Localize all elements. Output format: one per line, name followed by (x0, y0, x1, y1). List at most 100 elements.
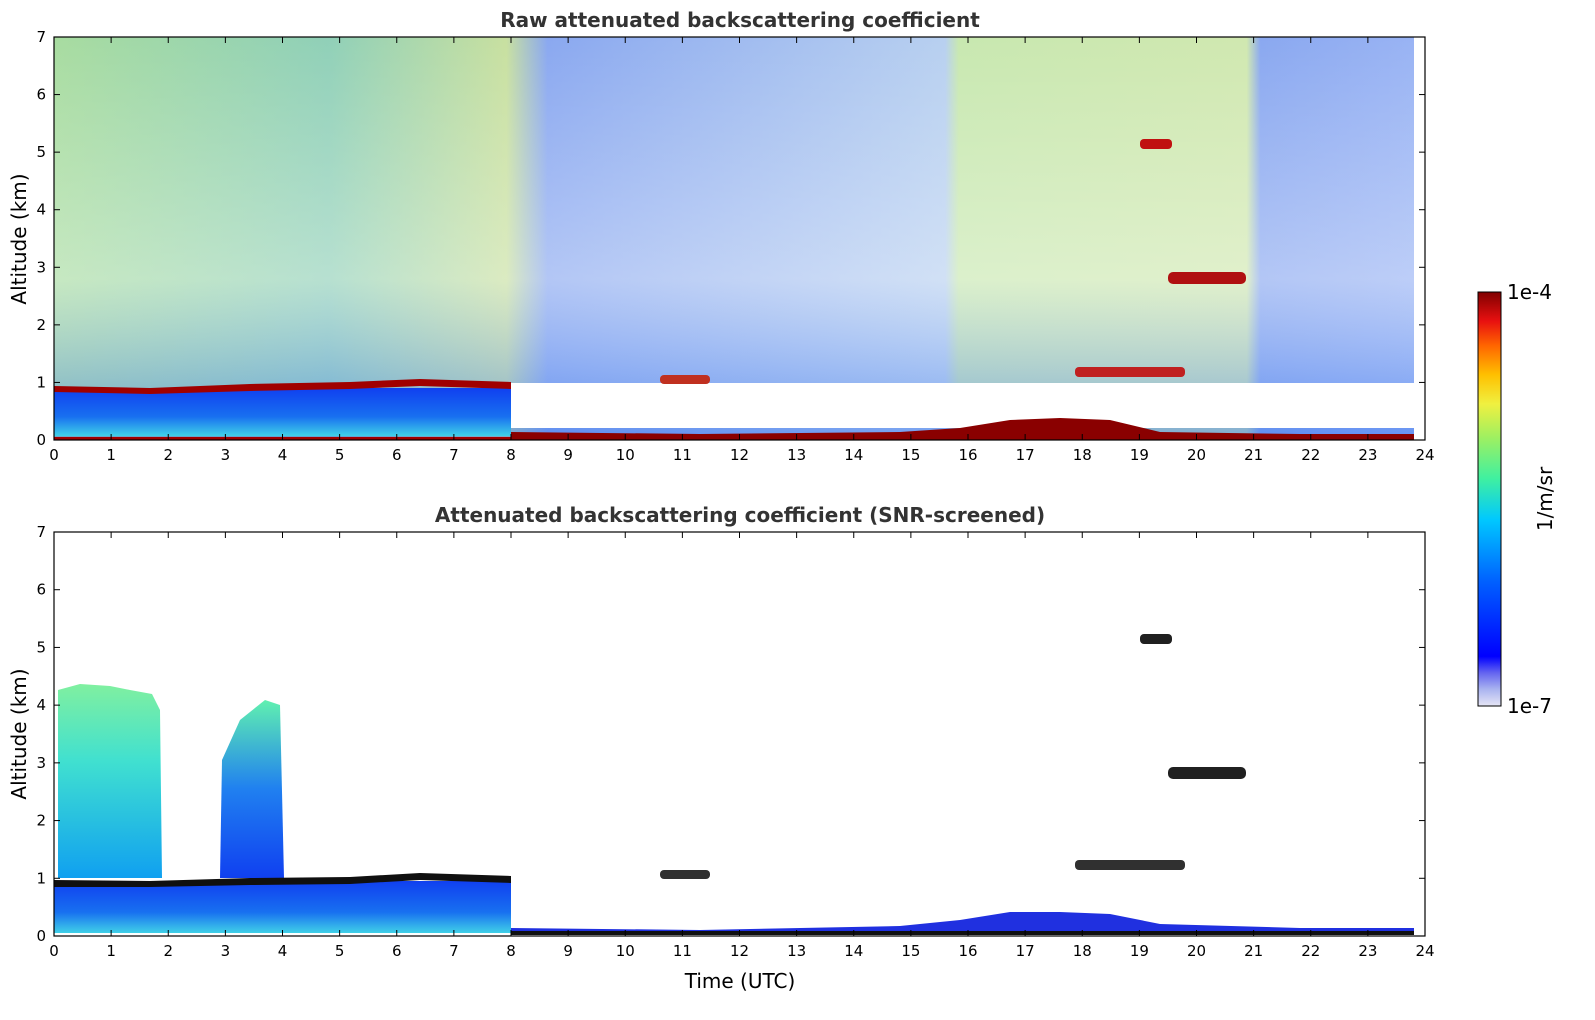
y-tick-label: 2 (36, 812, 46, 830)
x-tick-label: 9 (563, 942, 573, 960)
x-tick-label: 23 (1358, 446, 1377, 464)
screened-aerosol-plume-1 (58, 684, 162, 878)
x-tick-label: 22 (1301, 942, 1320, 960)
y-tick-label: 7 (36, 523, 46, 541)
colorbar-min-label: 1e-7 (1507, 694, 1552, 718)
y-tick-label: 3 (36, 258, 46, 276)
raw-y-axis-label: Altitude (km) (7, 173, 31, 304)
x-tick-label: 21 (1244, 942, 1263, 960)
raw-surface-layer (511, 418, 1414, 440)
panel-raw-title: Raw attenuated backscattering coefficien… (500, 8, 980, 32)
y-tick-label: 3 (36, 754, 46, 772)
x-tick-label: 16 (958, 446, 977, 464)
colorbar-gradient (1478, 292, 1501, 706)
x-tick-label: 5 (335, 446, 345, 464)
x-tick-label: 20 (1187, 446, 1206, 464)
x-tick-label: 14 (844, 942, 863, 960)
x-tick-label: 2 (163, 942, 173, 960)
x-tick-label: 13 (787, 942, 806, 960)
y-tick-label: 7 (36, 28, 46, 46)
y-tick-label: 5 (36, 143, 46, 161)
screened-y-axis-label: Altitude (km) (7, 668, 31, 799)
x-tick-label: 9 (563, 446, 573, 464)
x-tick-label: 7 (449, 446, 459, 464)
screened-aerosol-plume-2 (220, 700, 284, 878)
y-tick-label: 1 (36, 869, 46, 887)
x-tick-label: 12 (730, 446, 749, 464)
raw-cloud-1km (1075, 367, 1185, 377)
panel-screened-title: Attenuated backscattering coefficient (S… (435, 503, 1045, 527)
x-tick-label: 12 (730, 942, 749, 960)
screened-y-ticks: 0 1 2 3 4 5 6 7 (36, 523, 1425, 945)
x-tick-label: 15 (901, 446, 920, 464)
raw-no-data (1414, 37, 1425, 440)
y-tick-label: 4 (36, 201, 46, 219)
screened-cloud-11h (660, 870, 710, 879)
x-tick-label: 3 (221, 446, 231, 464)
x-tick-label: 4 (278, 942, 288, 960)
raw-cloud-3km (1168, 272, 1246, 284)
x-tick-label: 11 (673, 942, 692, 960)
raw-boundary-layer-body (54, 388, 511, 436)
raw-cloud-11h (660, 375, 710, 384)
y-tick-label: 4 (36, 696, 46, 714)
screened-x-ticks: 0 1 2 3 4 5 6 7 8 9 10 11 12 13 14 15 16 17 18 19 20 21 22 23 24 (49, 532, 1435, 960)
x-tick-label: 3 (221, 942, 231, 960)
x-tick-label: 8 (506, 942, 516, 960)
colorbar: 1e-4 1e-7 1/m/sr (1477, 280, 1557, 718)
raw-y-ticks: 0 1 2 3 4 5 6 7 (36, 28, 1425, 449)
x-tick-label: 5 (335, 942, 345, 960)
x-tick-label: 20 (1187, 942, 1206, 960)
screened-x-axis-label: Time (UTC) (684, 969, 796, 993)
x-tick-label: 6 (392, 446, 402, 464)
screened-surface-line (511, 931, 1414, 935)
y-tick-label: 6 (36, 86, 46, 104)
x-tick-label: 24 (1415, 446, 1434, 464)
raw-x-ticks: 0 1 2 3 4 5 6 7 8 9 10 11 12 13 14 15 16 17 18 19 20 21 22 23 24 (49, 37, 1435, 464)
colorbar-unit-label: 1/m/sr (1533, 466, 1557, 531)
raw-heatmap (54, 37, 1425, 440)
screened-cloud-5km (1140, 634, 1172, 644)
y-tick-label: 6 (36, 581, 46, 599)
x-tick-label: 6 (392, 942, 402, 960)
x-tick-label: 19 (1130, 942, 1149, 960)
raw-clear-zone (511, 383, 1414, 428)
x-tick-label: 23 (1358, 942, 1377, 960)
y-tick-label: 2 (36, 316, 46, 334)
colorbar-frame (1477, 291, 1502, 707)
x-tick-label: 0 (49, 446, 59, 464)
x-tick-label: 1 (106, 942, 116, 960)
x-tick-label: 18 (1073, 942, 1092, 960)
x-tick-label: 22 (1301, 446, 1320, 464)
screened-cloud-1km (1075, 860, 1185, 870)
screened-surface-layer (511, 912, 1414, 934)
x-tick-label: 24 (1415, 942, 1434, 960)
screened-heatmap (54, 532, 1425, 936)
y-tick-label: 0 (36, 927, 46, 945)
raw-fade (54, 37, 1425, 440)
x-tick-label: 10 (616, 446, 635, 464)
x-tick-label: 21 (1244, 446, 1263, 464)
x-tick-label: 14 (844, 446, 863, 464)
screened-boundary-layer-top (54, 873, 511, 887)
y-tick-label: 5 (36, 638, 46, 656)
y-tick-label: 1 (36, 373, 46, 391)
x-tick-label: 15 (901, 942, 920, 960)
raw-cloud-5km (1140, 139, 1172, 149)
x-tick-label: 0 (49, 942, 59, 960)
panel-raw: Raw attenuated backscattering coefficien… (7, 8, 1435, 464)
x-tick-label: 1 (106, 446, 116, 464)
x-tick-label: 19 (1130, 446, 1149, 464)
x-tick-label: 4 (278, 446, 288, 464)
x-tick-label: 11 (673, 446, 692, 464)
x-tick-label: 10 (616, 942, 635, 960)
colorbar-max-label: 1e-4 (1507, 280, 1552, 304)
x-tick-label: 16 (958, 942, 977, 960)
x-tick-label: 17 (1016, 446, 1035, 464)
x-tick-label: 17 (1016, 942, 1035, 960)
screened-cloud-3km (1168, 767, 1246, 779)
y-tick-label: 0 (36, 431, 46, 449)
x-tick-label: 2 (163, 446, 173, 464)
x-tick-label: 13 (787, 446, 806, 464)
